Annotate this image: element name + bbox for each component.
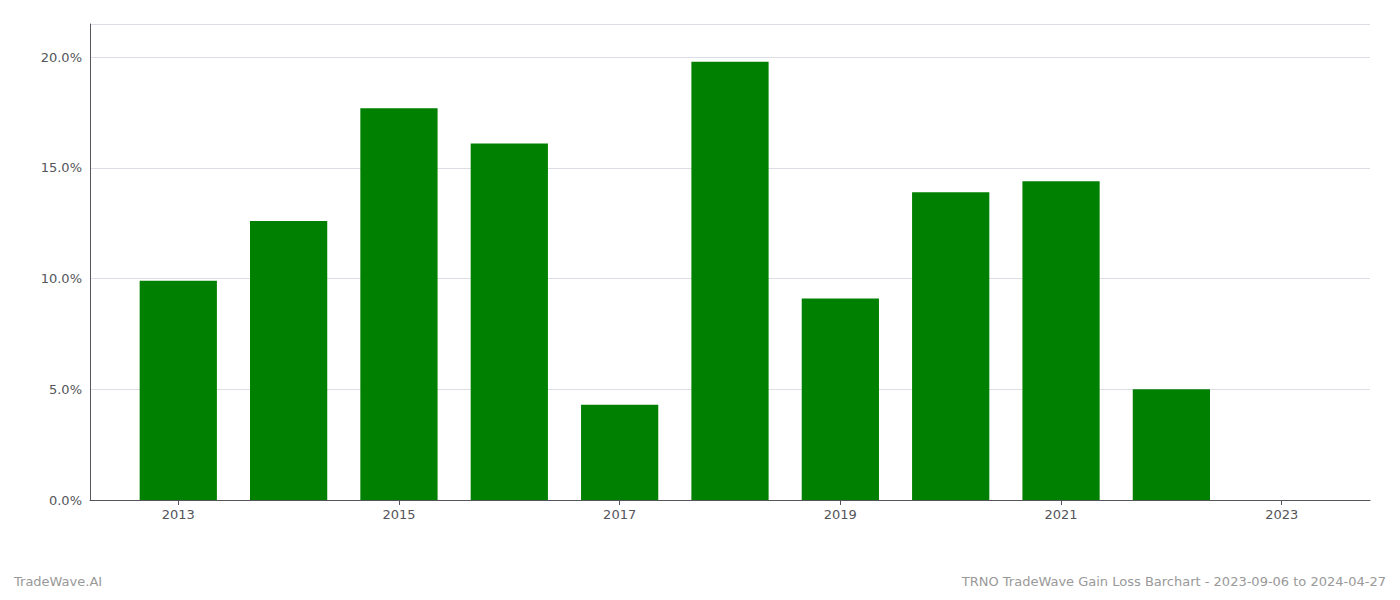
svg-text:2019: 2019 <box>824 507 857 522</box>
svg-text:15.0%: 15.0% <box>41 160 82 175</box>
svg-text:10.0%: 10.0% <box>41 271 82 286</box>
svg-text:0.0%: 0.0% <box>49 493 82 508</box>
svg-text:2015: 2015 <box>382 507 415 522</box>
svg-text:20.0%: 20.0% <box>41 50 82 65</box>
svg-text:5.0%: 5.0% <box>49 382 82 397</box>
svg-text:TradeWave.AI: TradeWave.AI <box>13 574 102 589</box>
svg-text:2013: 2013 <box>162 507 195 522</box>
svg-text:2021: 2021 <box>1044 507 1077 522</box>
svg-text:2023: 2023 <box>1265 507 1298 522</box>
svg-text:TRNO TradeWave Gain Loss Barch: TRNO TradeWave Gain Loss Barchart - 2023… <box>961 574 1386 589</box>
svg-text:2017: 2017 <box>603 507 636 522</box>
